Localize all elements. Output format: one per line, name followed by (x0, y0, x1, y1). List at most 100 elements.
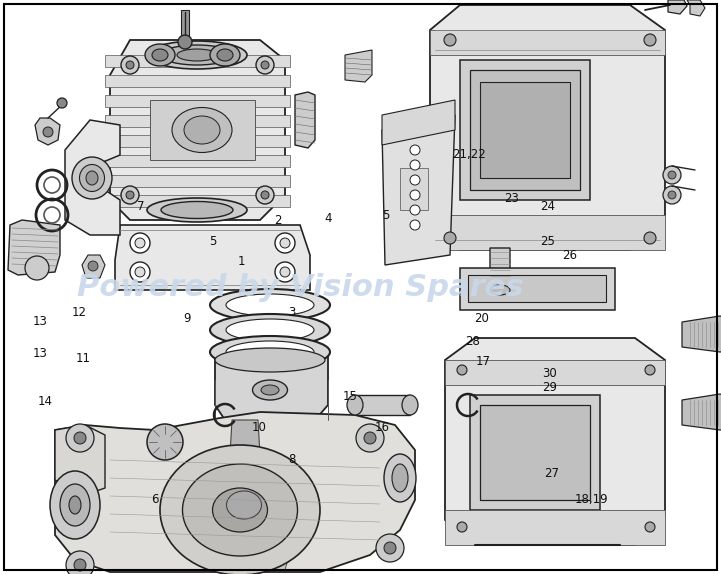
Ellipse shape (210, 314, 330, 346)
Circle shape (88, 261, 98, 271)
Polygon shape (345, 50, 372, 82)
Circle shape (261, 61, 269, 69)
Text: 28: 28 (465, 335, 479, 348)
Polygon shape (105, 75, 290, 87)
Text: 12: 12 (72, 307, 87, 319)
Text: Powered by Vision Spares: Powered by Vision Spares (76, 273, 523, 302)
Circle shape (126, 191, 134, 199)
Polygon shape (82, 255, 105, 278)
Polygon shape (682, 316, 721, 352)
Polygon shape (460, 268, 615, 310)
Ellipse shape (50, 471, 100, 539)
Circle shape (126, 61, 134, 69)
Circle shape (457, 522, 467, 532)
Text: 14: 14 (38, 395, 53, 408)
Circle shape (130, 233, 150, 253)
Ellipse shape (152, 49, 168, 61)
Ellipse shape (182, 464, 298, 556)
Ellipse shape (490, 285, 510, 295)
Text: 8: 8 (288, 453, 296, 466)
Circle shape (275, 233, 295, 253)
Circle shape (147, 424, 183, 460)
Bar (480, 82, 570, 178)
Polygon shape (430, 215, 665, 250)
Ellipse shape (210, 289, 330, 321)
Ellipse shape (347, 395, 363, 415)
Polygon shape (105, 175, 290, 187)
Circle shape (135, 267, 145, 277)
Polygon shape (687, 0, 705, 16)
Circle shape (644, 232, 656, 244)
Circle shape (410, 145, 420, 155)
Ellipse shape (226, 491, 262, 519)
Polygon shape (110, 40, 285, 220)
Ellipse shape (217, 49, 233, 61)
Ellipse shape (226, 319, 314, 341)
Bar (470, 395, 600, 510)
Polygon shape (468, 275, 606, 302)
Circle shape (135, 238, 145, 248)
Circle shape (280, 267, 290, 277)
Text: 30: 30 (542, 367, 557, 379)
Ellipse shape (210, 336, 330, 368)
Text: 27: 27 (544, 467, 559, 480)
Polygon shape (295, 92, 315, 148)
Bar (460, 60, 590, 200)
Ellipse shape (72, 157, 112, 199)
Circle shape (410, 175, 420, 185)
Circle shape (66, 424, 94, 452)
Ellipse shape (226, 341, 314, 363)
Circle shape (261, 191, 269, 199)
Polygon shape (445, 510, 665, 545)
Circle shape (178, 35, 192, 49)
Ellipse shape (145, 44, 175, 66)
Polygon shape (105, 55, 290, 67)
Circle shape (444, 232, 456, 244)
Ellipse shape (252, 380, 288, 400)
Circle shape (256, 56, 274, 74)
Ellipse shape (161, 45, 233, 65)
Circle shape (280, 238, 290, 248)
Polygon shape (445, 338, 665, 545)
Text: 5: 5 (382, 209, 389, 222)
Polygon shape (430, 30, 665, 55)
Polygon shape (150, 100, 255, 160)
Text: 5: 5 (209, 235, 216, 247)
Circle shape (410, 205, 420, 215)
Polygon shape (682, 394, 721, 430)
Polygon shape (115, 225, 310, 290)
Circle shape (275, 262, 295, 282)
Text: 20: 20 (474, 312, 489, 325)
Circle shape (645, 365, 655, 375)
Polygon shape (181, 10, 189, 38)
Circle shape (364, 432, 376, 444)
Text: 13: 13 (32, 347, 47, 359)
Circle shape (668, 171, 676, 179)
Circle shape (663, 186, 681, 204)
Polygon shape (35, 118, 60, 145)
Bar (470, 70, 580, 190)
Ellipse shape (215, 348, 325, 372)
Text: 9: 9 (184, 312, 191, 325)
Ellipse shape (60, 484, 90, 526)
Text: 3: 3 (288, 307, 296, 319)
Text: 21,22: 21,22 (452, 149, 485, 161)
Polygon shape (382, 100, 455, 145)
Ellipse shape (226, 294, 314, 316)
Text: 17: 17 (476, 355, 490, 368)
Circle shape (410, 220, 420, 230)
Circle shape (57, 98, 67, 108)
Polygon shape (490, 248, 510, 290)
Ellipse shape (161, 201, 233, 219)
Text: 25: 25 (541, 235, 555, 247)
Text: 1: 1 (238, 255, 245, 267)
Text: 26: 26 (562, 249, 577, 262)
Ellipse shape (210, 44, 240, 66)
Polygon shape (668, 0, 687, 14)
Ellipse shape (184, 116, 220, 144)
Polygon shape (105, 195, 290, 207)
Circle shape (25, 256, 49, 280)
Ellipse shape (402, 395, 418, 415)
Polygon shape (55, 425, 105, 495)
Polygon shape (105, 95, 290, 107)
